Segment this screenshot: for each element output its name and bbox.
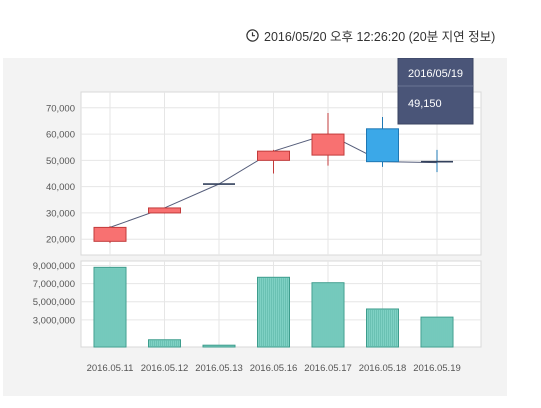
candle-body [311, 133, 345, 156]
price-tick-label: 30,000 [46, 208, 75, 219]
x-tick-label: 2016.05.16 [250, 363, 298, 374]
candle-body [366, 128, 399, 163]
price-tick-label: 70,000 [46, 103, 75, 114]
timestamp-bar: 2016/05/20 오후 12:26:20 (20분 지연 정보) [246, 26, 495, 44]
volume-bar [202, 344, 236, 348]
x-tick-label: 2016.05.13 [195, 363, 243, 374]
price-tick-label: 40,000 [46, 182, 75, 193]
candle-body [257, 150, 290, 161]
candle-body [148, 207, 181, 214]
candle-body [93, 226, 127, 242]
x-tick-label: 2016.05.17 [304, 363, 352, 374]
x-tick-label: 2016.05.19 [413, 363, 461, 374]
volume-tick-label: 9,000,000 [33, 261, 75, 272]
tooltip-box [397, 58, 474, 125]
volume-tick-label: 3,000,000 [33, 315, 75, 326]
volume-tick-label: 7,000,000 [33, 279, 75, 290]
x-tick-label: 2016.05.18 [359, 363, 407, 374]
tooltip-date: 2016/05/19 [408, 68, 463, 80]
x-tick-label: 2016.05.11 [87, 363, 134, 374]
stock-chart: 70,000 60,000 50,000 40,000 30,000 20,000 9,00… [33, 58, 482, 374]
price-tick-label: 50,000 [46, 156, 75, 167]
stock-chart-panel: 70,000 60,000 50,000 40,000 30,000 20,000 9,00… [3, 58, 507, 396]
price-tick-label: 20,000 [46, 235, 75, 246]
tooltip-value: 49,150 [408, 98, 442, 110]
x-tick-label: 2016.05.12 [141, 363, 189, 374]
volume-tick-label: 5,000,000 [33, 297, 75, 308]
price-tick-label: 60,000 [46, 130, 75, 141]
clock-icon [246, 28, 259, 42]
timestamp-text: 2016/05/20 오후 12:26:20 (20분 지연 정보) [264, 29, 496, 44]
